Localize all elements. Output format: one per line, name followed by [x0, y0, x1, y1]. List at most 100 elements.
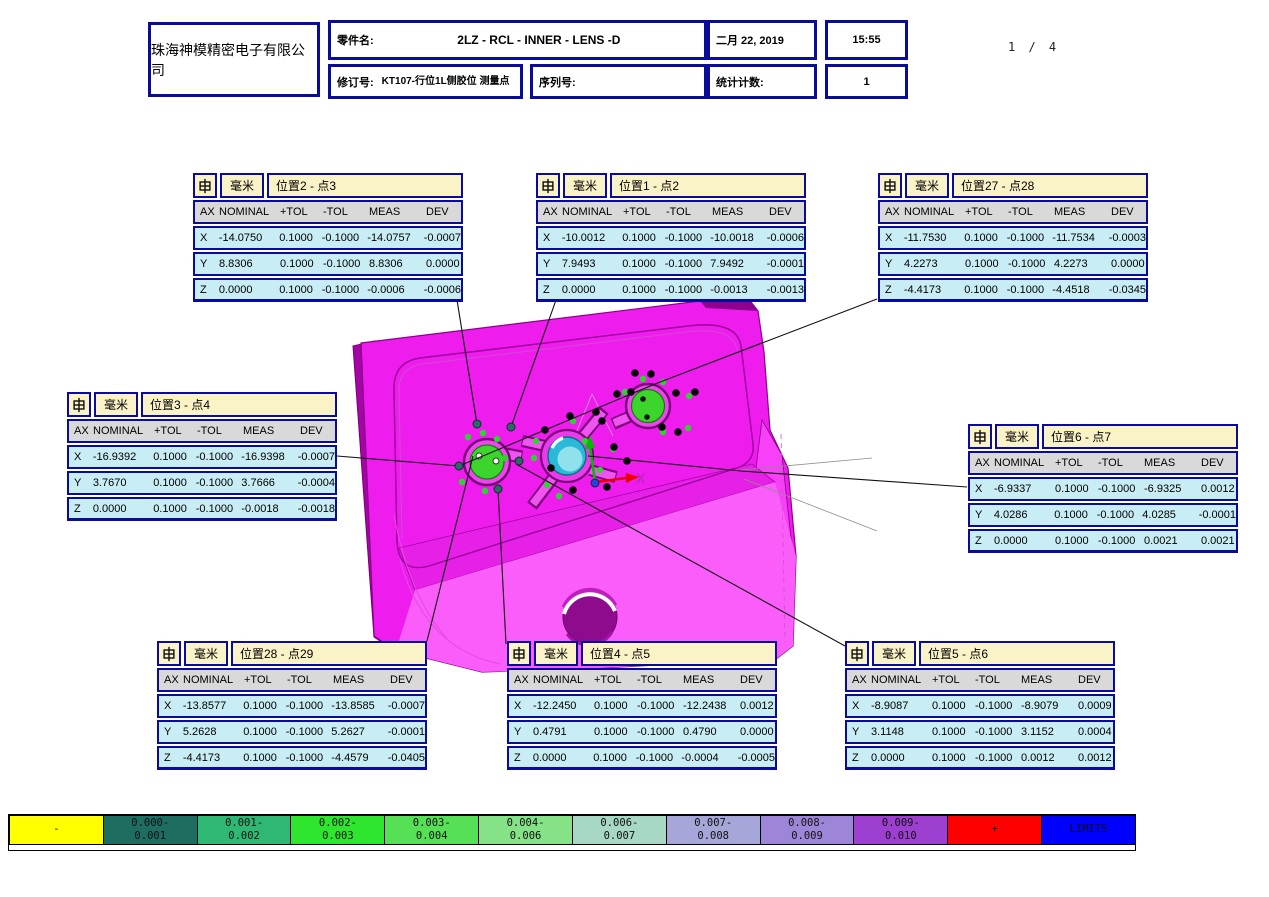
stats-count-cell: 统计计数:	[707, 64, 817, 99]
position-symbol-icon	[878, 173, 902, 198]
dim-table-titlebar: 毫米 位置27 - 点28	[878, 173, 1148, 198]
dimension-table: 毫米 位置2 - 点3 AX NOMINAL +TOL -TOL MEAS DEV X -14…	[193, 173, 463, 302]
axis-row-x-ax: X	[543, 232, 551, 244]
column-header-row-mtol: -TOL	[637, 674, 662, 686]
axis-row-y-ax: Y	[543, 258, 551, 270]
axis-row-z-ax: Z	[885, 283, 892, 296]
leader-endpoint-dots	[454, 419, 524, 494]
axis-row-x-nominal: -12.2450	[533, 700, 577, 712]
axis-row-y-nominal: 3.7670	[92, 477, 127, 489]
axis-row-y-ax: Y	[885, 258, 893, 270]
axis-row-y-dev: -0.0001	[1198, 509, 1237, 521]
column-header-row: AX NOMINAL +TOL -TOL MEAS DEV	[193, 200, 463, 224]
axis-row-z-meas: -4.4518	[1052, 283, 1090, 296]
axis-row-z-ax: Z	[852, 751, 859, 764]
feature-title: 位置4 - 点5	[581, 641, 777, 666]
dim-table-titlebar: 毫米 位置5 - 点6	[845, 641, 1115, 666]
dim-table-body: AX NOMINAL +TOL -TOL MEAS DEV X -14.0750 0.1000-…	[193, 200, 463, 302]
leader-lines	[336, 298, 968, 647]
measurement-points-black	[541, 369, 699, 494]
axis-row-x-ptol: 0.1000	[279, 232, 313, 244]
axis-row-x-mtol: -0.1000	[637, 700, 675, 712]
dimension-table: 毫米 位置28 - 点29 AX NOMINAL +TOL -TOL MEAS DEV X -…	[157, 641, 427, 770]
axis-row-z-nominal: 0.0000	[871, 751, 905, 764]
axis-row-y-ptol: 0.1000	[622, 258, 656, 270]
feature-title: 位置1 - 点2	[610, 173, 806, 198]
axis-row-x: X -16.9392 0.1000 -0.1000 -16.9398 -0.0007	[67, 445, 337, 469]
column-header-row-ptol: +TOL	[1055, 457, 1083, 469]
axis-row-x: X -10.0012 0.1000 -0.1000 -10.0018 -0.0006	[536, 226, 806, 250]
axis-row-y-meas: 7.9492	[710, 258, 744, 270]
axis-row-y-meas: 3.7666	[241, 477, 275, 489]
page-number: 1 / 4	[1008, 40, 1060, 54]
axis-row-x-ax: X	[885, 232, 893, 244]
position-symbol-icon	[507, 641, 531, 666]
unit-label: 毫米	[872, 641, 916, 666]
axis-row-y: Y 3.1148 0.1000 -0.1000 3.1152 0.0004	[845, 720, 1115, 744]
stats-count-label: 统计计数:	[716, 76, 764, 89]
feature-title: 位置5 - 点6	[919, 641, 1115, 666]
feature-title: 位置6 - 点7	[1042, 424, 1238, 449]
inset-panel-outline	[393, 324, 754, 569]
axis-row-x-meas: -6.9325	[1144, 483, 1182, 495]
column-header-row-ax: AX	[975, 457, 990, 469]
dimension-table: 毫米 位置1 - 点2 AX NOMINAL +TOL -TOL MEAS DEV X -10…	[536, 173, 806, 302]
axis-row-z-nominal: 0.0000	[561, 283, 596, 296]
axis-row-z-meas: -0.0018	[241, 502, 279, 515]
axis-row-x-meas: -14.0757	[367, 232, 411, 244]
axis-row-z-ax: Z	[514, 751, 521, 764]
legend-cell-9: 0.009- 0.010	[853, 815, 949, 845]
dim-table-titlebar: 毫米 位置3 - 点4	[67, 392, 337, 417]
revision-label: 修订号:	[337, 76, 374, 89]
dim-table-titlebar: 毫米 位置2 - 点3	[193, 173, 463, 198]
axis-row-x-ax: X	[200, 232, 208, 244]
axis-row-x-dev: 0.0009	[1078, 700, 1112, 712]
column-header-row: AX NOMINAL +TOL -TOL MEAS DEV	[536, 200, 806, 224]
axis-row-y-nominal: 8.8306	[219, 258, 253, 270]
axis-row-z-ptol: 0.1000	[279, 283, 313, 296]
axis-row-x-dev: 0.0012	[1201, 483, 1235, 495]
axis-row-y-mtol: -0.1000	[1096, 509, 1135, 521]
axis-row-z-mtol: -0.1000	[1098, 534, 1136, 547]
axis-row-y-nominal: 3.1148	[871, 726, 904, 738]
axis-row-x-dev: -0.0006	[766, 232, 805, 244]
column-header-row-ptol: +TOL	[965, 206, 993, 218]
column-header-row-meas: MEAS	[333, 674, 365, 686]
axis-row-x-meas: -16.9398	[241, 451, 285, 463]
axis-row-y: Y 7.9493 0.1000 -0.1000 7.9492 -0.0001	[536, 252, 806, 276]
axis-row-x-nominal: -10.0012	[561, 232, 606, 244]
x-axis-arrow	[626, 473, 639, 483]
axis-row-x-ptol: 0.1000	[964, 232, 998, 244]
position-symbol-icon	[536, 173, 560, 198]
axis-row-x-meas: -12.2438	[683, 700, 727, 712]
dimension-table: 毫米 位置27 - 点28 AX NOMINAL +TOL -TOL MEAS DEV X -…	[878, 173, 1148, 302]
axis-row-z-dev: -0.0345	[1108, 283, 1147, 296]
report-time: 15:55	[825, 20, 908, 60]
axis-row-x-mtol: -0.1000	[664, 232, 703, 244]
axis-row-x: X -14.0750 0.1000 -0.1000 -14.0757 -0.0007	[193, 226, 463, 250]
axis-row-x-mtol: -0.1000	[1098, 483, 1136, 495]
axis-row-x-ax: X	[74, 451, 82, 463]
feature-title: 位置3 - 点4	[141, 392, 337, 417]
column-header-row-ptol: +TOL	[932, 674, 960, 686]
axis-row-y-mtol: -0.1000	[323, 258, 361, 270]
axis-row-y-ax: Y	[200, 258, 208, 270]
column-header-row: AX NOMINAL +TOL -TOL MEAS DEV	[67, 419, 337, 443]
dim-table-titlebar: 毫米 位置28 - 点29	[157, 641, 427, 666]
column-header-row-ax: AX	[885, 206, 900, 218]
serial-label: 序列号:	[539, 76, 576, 89]
column-header-row-nominal: NOMINAL	[994, 457, 1045, 469]
axis-row-y-mtol: -0.1000	[195, 477, 234, 489]
feature-title: 位置2 - 点3	[267, 173, 463, 198]
axis-row-x-ptol: 0.1000	[622, 232, 656, 244]
legend-cell-11: LIMITS	[1041, 815, 1136, 845]
axis-row-y-meas: 5.2627	[331, 726, 365, 738]
part-name-label: 零件名:	[337, 35, 374, 47]
axis-row-x-dev: 0.0012	[740, 700, 774, 712]
dim-table-body: AX NOMINAL +TOL -TOL MEAS DEV X -13.8577 0.1000-…	[157, 668, 427, 770]
axis-row-z-meas: 0.0021	[1144, 534, 1178, 547]
dim-table-body: AX NOMINAL +TOL -TOL MEAS DEV X -11.7530 0.1000-…	[878, 200, 1148, 302]
column-header-row-nominal: NOMINAL	[904, 206, 955, 218]
axis-row-y-meas: 4.2273	[1054, 258, 1088, 270]
